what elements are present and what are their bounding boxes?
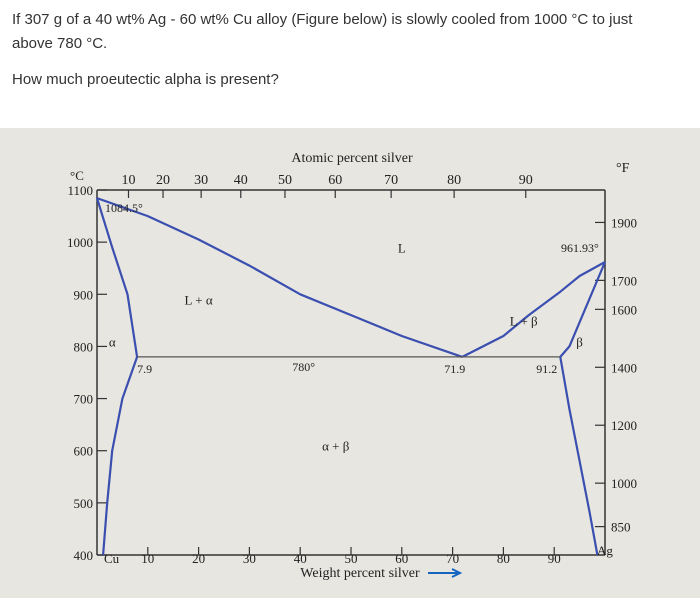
bottom-tick-label: 40	[294, 551, 307, 566]
right-tick-label: 1000	[611, 476, 637, 491]
phase-boundary-curve	[96, 197, 463, 358]
left-tick-label: 900	[74, 287, 94, 302]
right-axis-unit: °F	[616, 161, 630, 176]
top-tick-label: 30	[194, 173, 208, 188]
left-tick-label: 400	[74, 548, 94, 563]
region-label: α	[109, 334, 116, 349]
chart-title: Atomic percent silver	[291, 151, 413, 166]
phase-diagram-chart: 10 20 30 40 50 60 70 80 90 10 20 30 40 50 60 70 80 90 1100…	[67, 151, 637, 581]
region-label: α + β	[322, 439, 350, 454]
phase-diagram-photo: 10 20 30 40 50 60 70 80 90 10 20 30 40 50 60 70 80 90 1100…	[0, 128, 700, 598]
top-tick-label: 20	[156, 173, 170, 188]
axes-layer	[96, 189, 606, 556]
right-tick-label: 1900	[611, 215, 637, 230]
point-label: 91.2	[536, 362, 557, 376]
question-text: If 307 g of a 40 wt% Ag - 60 wt% Cu allo…	[12, 8, 688, 92]
question-line-3: How much proeutectic alpha is present?	[12, 71, 279, 88]
phase-boundary-curve	[559, 356, 599, 556]
bottom-tick-label: 60	[395, 551, 408, 566]
x-axis-title: Weight percent silver	[300, 566, 420, 581]
right-end-label: Ag	[597, 543, 613, 558]
region-label: L + β	[510, 314, 538, 329]
point-label: 71.9	[444, 362, 465, 376]
right-tick-label: 1400	[611, 360, 637, 375]
labels-layer: 10 20 30 40 50 60 70 80 90 10 20 30 40 50 60 70 80 90 1100…	[67, 173, 637, 566]
top-tick-label: 50	[278, 173, 292, 188]
right-tick-label: 1700	[611, 273, 637, 288]
bottom-tick-label: 20	[192, 551, 205, 566]
question-line-2: above 780 °C.	[12, 35, 108, 52]
left-tick-label: 1000	[67, 235, 93, 250]
bottom-tick-label: 30	[243, 551, 256, 566]
bottom-tick-label: 10	[141, 551, 154, 566]
left-end-label: Cu	[104, 551, 120, 566]
ticks-layer	[97, 189, 605, 556]
left-tick-label: 800	[74, 339, 94, 354]
phase-boundary-curve	[559, 261, 607, 358]
left-tick-label: 1100	[67, 183, 93, 198]
left-tick-label: 700	[74, 392, 94, 407]
left-tick-label: 600	[74, 444, 94, 459]
point-label: 961.93°	[561, 241, 599, 255]
phase-boundary-curve	[95, 197, 139, 358]
curves-layer	[95, 197, 607, 556]
point-label: 1084.5°	[105, 201, 143, 215]
region-label: β	[576, 334, 583, 349]
left-axis-unit: °C	[70, 168, 84, 183]
top-tick-label: 90	[519, 173, 533, 188]
phase-boundary-curve	[461, 261, 606, 358]
region-label: L	[398, 241, 406, 256]
bottom-tick-label: 50	[345, 551, 358, 566]
x-axis-arrow	[428, 568, 463, 578]
bottom-tick-label: 80	[497, 551, 510, 566]
top-tick-label: 80	[447, 173, 461, 188]
top-tick-label: 40	[234, 173, 248, 188]
top-tick-label: 60	[328, 173, 342, 188]
point-label: 7.9	[137, 362, 152, 376]
bottom-tick-label: 90	[548, 551, 561, 566]
top-tick-label: 70	[384, 173, 398, 188]
question-line-1: If 307 g of a 40 wt% Ag - 60 wt% Cu allo…	[12, 11, 633, 28]
bottom-tick-label: 70	[446, 551, 459, 566]
left-tick-label: 500	[74, 496, 94, 511]
point-label: 780°	[292, 360, 315, 374]
phase-boundary-curve	[102, 356, 139, 556]
top-tick-label: 10	[121, 173, 135, 188]
region-label: L + α	[185, 293, 213, 308]
right-tick-label: 1200	[611, 418, 637, 433]
right-tick-label: 850	[611, 520, 631, 535]
right-tick-label: 1600	[611, 302, 637, 317]
